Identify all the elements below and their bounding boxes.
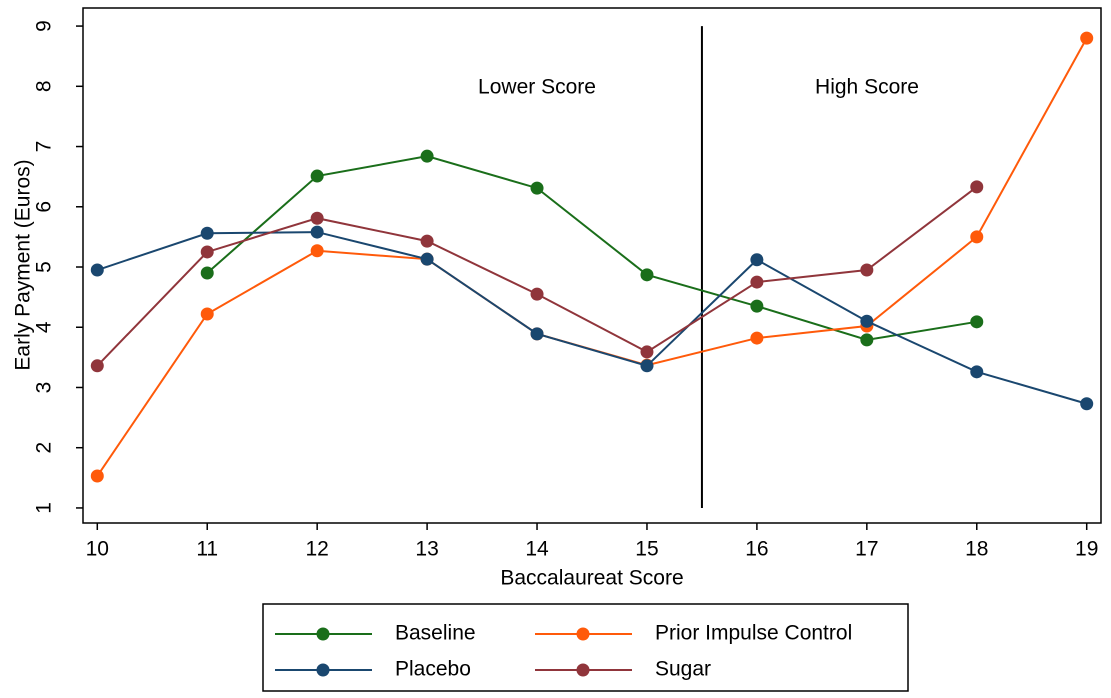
x-tick-label: 16 [745,538,768,561]
marker [970,315,984,329]
x-tick-label: 11 [196,538,218,561]
marker [860,314,874,328]
marker [420,149,434,163]
marker [970,365,984,379]
legend-marker [576,627,590,641]
series-line [96,231,1087,405]
marker [750,275,764,289]
legend-marker [316,627,330,641]
marker [200,245,214,259]
marker [860,333,874,347]
legend-label: Baseline [395,622,476,645]
marker [200,307,214,321]
marker [310,225,324,239]
series-line [96,37,1088,477]
x-tick-label: 12 [305,538,328,561]
marker [1080,31,1094,45]
y-tick-label: 2 [33,442,56,454]
y-tick-label: 9 [33,20,56,32]
marker [640,345,654,359]
x-tick-label: 15 [635,538,658,561]
marker [530,181,544,195]
annotation: Lower Score [478,76,596,99]
marker [970,180,984,194]
x-tick-label: 10 [86,538,109,561]
marker [530,327,544,341]
marker [310,244,324,258]
plot-frame [82,7,1102,524]
marker [420,234,434,248]
legend-marker [576,663,590,677]
y-tick-label: 7 [33,141,56,153]
x-tick-label: 18 [965,538,988,561]
y-tick-label: 5 [33,261,56,273]
marker [750,299,764,313]
legend-label: Placebo [395,658,471,681]
marker [90,263,104,277]
x-tick-label: 17 [855,538,878,561]
marker [640,359,654,373]
marker [1080,397,1094,411]
legend-marker [316,663,330,677]
series-line [206,155,977,341]
legend-label: Prior Impulse Control [655,622,852,645]
x-axis-title: Baccalaureat Score [500,567,683,590]
marker [90,359,104,373]
marker [530,287,544,301]
annotation: High Score [815,76,919,99]
marker [750,331,764,345]
x-tick-label: 13 [415,538,438,561]
marker [970,230,984,244]
marker [640,268,654,282]
marker [750,253,764,267]
marker [200,226,214,240]
legend-label: Sugar [655,658,711,681]
marker [310,211,324,225]
y-tick-label: 3 [33,382,56,394]
marker [90,469,104,483]
marker [310,169,324,183]
y-tick-label: 6 [33,201,56,213]
x-tick-label: 19 [1075,538,1098,561]
y-axis-title: Early Payment (Euros) [12,159,35,370]
y-tick-label: 1 [33,502,56,514]
marker [860,263,874,277]
legend-box [262,603,909,692]
marker [420,252,434,266]
x-tick-label: 14 [525,538,549,561]
y-tick-label: 4 [33,321,56,333]
marker [200,266,214,280]
y-tick-label: 8 [33,80,56,92]
